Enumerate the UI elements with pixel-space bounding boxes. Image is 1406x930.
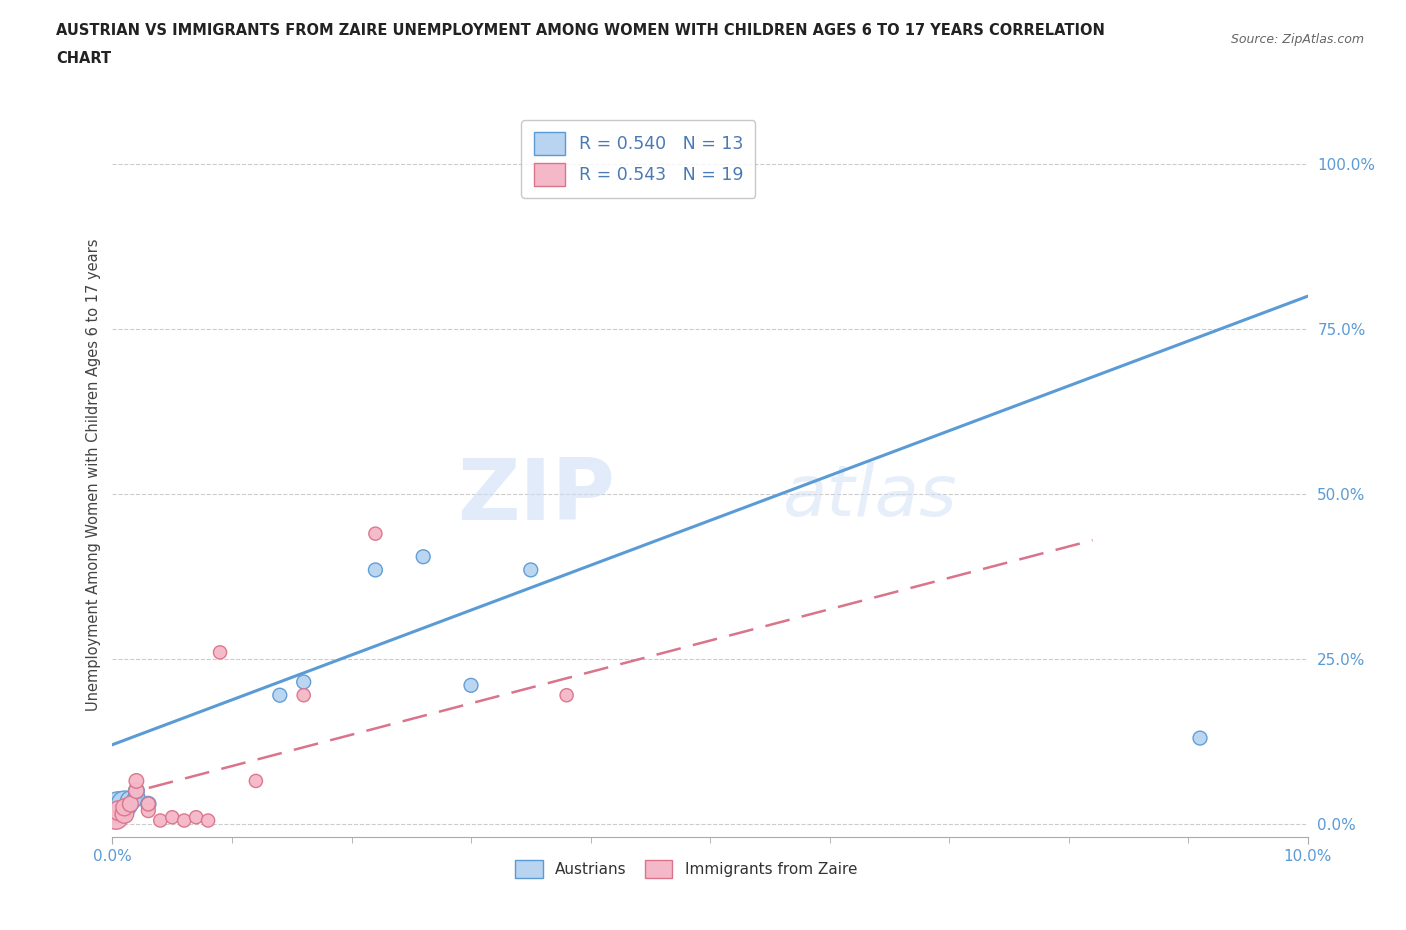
Point: [269, 688, 291, 703]
Point: [209, 644, 232, 659]
Point: [114, 797, 135, 812]
Point: [114, 806, 135, 821]
Text: atlas: atlas: [782, 461, 956, 530]
Point: [412, 550, 434, 565]
Point: [138, 797, 160, 812]
Point: [125, 790, 148, 804]
Point: [125, 783, 148, 798]
Point: [149, 813, 172, 828]
Point: [138, 797, 160, 812]
Point: [105, 810, 128, 825]
Point: [125, 783, 148, 798]
Point: [120, 793, 142, 808]
Point: [107, 800, 129, 815]
Point: [107, 804, 129, 818]
Point: [125, 774, 148, 789]
Point: [292, 674, 315, 689]
Point: [197, 813, 219, 828]
Text: ZIP: ZIP: [457, 455, 614, 538]
Text: AUSTRIAN VS IMMIGRANTS FROM ZAIRE UNEMPLOYMENT AMONG WOMEN WITH CHILDREN AGES 6 : AUSTRIAN VS IMMIGRANTS FROM ZAIRE UNEMPL…: [56, 23, 1105, 38]
Point: [364, 526, 387, 541]
Point: [186, 810, 208, 825]
Point: [364, 563, 387, 578]
Point: [162, 810, 183, 825]
Point: [245, 774, 267, 789]
Point: [120, 797, 142, 812]
Point: [520, 563, 543, 578]
Point: [1189, 731, 1212, 746]
Point: [173, 813, 195, 828]
Text: CHART: CHART: [56, 51, 111, 66]
Text: Source: ZipAtlas.com: Source: ZipAtlas.com: [1230, 33, 1364, 46]
Point: [555, 688, 578, 703]
Legend: Austrians, Immigrants from Zaire: Austrians, Immigrants from Zaire: [509, 854, 863, 883]
Point: [114, 800, 135, 815]
Y-axis label: Unemployment Among Women with Children Ages 6 to 17 years: Unemployment Among Women with Children A…: [86, 238, 101, 711]
Point: [460, 678, 482, 693]
Point: [138, 804, 160, 818]
Point: [292, 688, 315, 703]
